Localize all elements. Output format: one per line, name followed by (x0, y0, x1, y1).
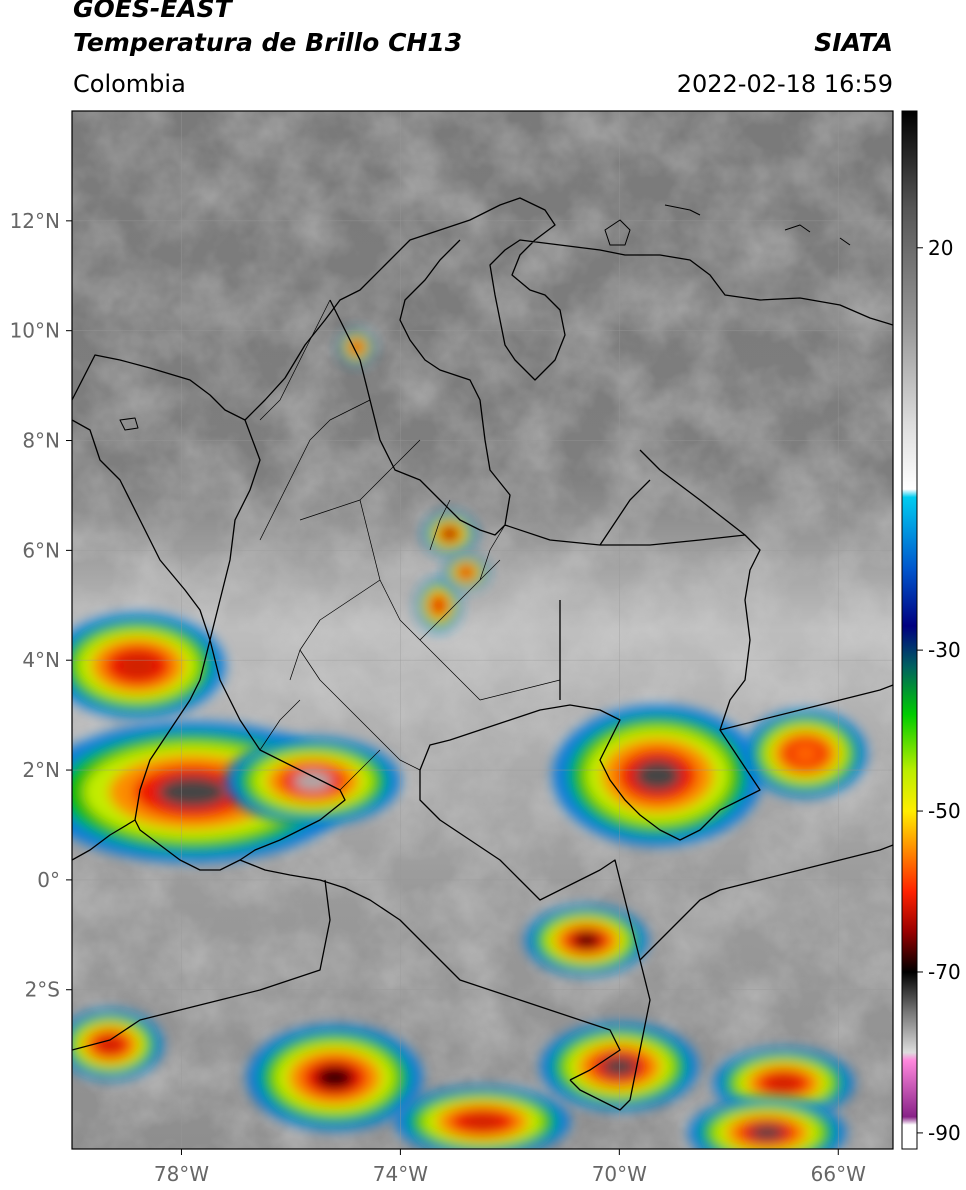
colorbar-bar (901, 110, 918, 1150)
lon-tick-label: 70°W (592, 1162, 647, 1186)
storm-core (792, 743, 819, 764)
colorbar-tick-label: -50 (928, 799, 961, 823)
lat-tick-label: 2°N (22, 758, 60, 782)
gridlines (72, 111, 893, 1149)
lon-tick-label: 66°W (811, 1162, 866, 1186)
storm-cell (423, 511, 476, 556)
storm-cell (72, 612, 226, 719)
storm-cell (525, 905, 648, 976)
storm-cell (247, 1024, 423, 1131)
coastlines-and-borders (72, 197, 893, 1111)
storm-core (461, 568, 471, 577)
storm-core (118, 654, 157, 678)
storm-cell (744, 709, 867, 798)
colorbar-tick-label: -70 (928, 960, 961, 984)
storm-cell (394, 1086, 571, 1149)
storm-cell (688, 1097, 846, 1149)
latitude-ticks: 12°N 10°N 8°N 6°N 4°N 2°N 0° 2°S (10, 209, 72, 1002)
colombia-border (134, 239, 761, 1111)
product-title: Temperatura de Brillo CH13 (73, 28, 463, 57)
lat-tick-label: 6°N (22, 538, 60, 562)
cloud-texture (72, 111, 893, 1149)
storm-core (315, 1066, 354, 1090)
map-area (72, 111, 893, 1149)
storm-core (433, 599, 444, 612)
storm-core (443, 529, 456, 539)
agency-label: SIATA (814, 28, 893, 57)
storm-cell (72, 721, 350, 863)
region-label: Colombia (73, 70, 186, 98)
storm-cell (552, 705, 763, 846)
storm-core (157, 776, 227, 808)
colorbar-tick-label: -90 (928, 1121, 961, 1145)
longitude-ticks: 78°W 74°W 70°W 66°W (154, 1149, 866, 1186)
colorbar-tick-label: 20 (928, 236, 953, 260)
peru-brazil-border (72, 844, 893, 1051)
lon-tick-label: 74°W (373, 1162, 428, 1186)
convective-storms (72, 329, 867, 1149)
satellite-name: GOES-EAST (73, 0, 232, 23)
storm-cell (225, 737, 401, 825)
storm-core (634, 760, 681, 791)
lat-tick-label: 10°N (10, 319, 60, 343)
storm-cell (339, 329, 375, 365)
venezuela-internal-borders (559, 449, 893, 731)
storm-cell (72, 1009, 163, 1080)
storm-cell (444, 554, 488, 590)
storm-core (463, 1113, 502, 1130)
ecuador-peru-border (239, 859, 621, 1081)
lat-tick-label: 8°N (22, 429, 60, 453)
lat-tick-label: 0° (37, 868, 60, 892)
lat-tick-label: 2°S (25, 978, 60, 1002)
lon-tick-label: 78°W (154, 1162, 209, 1186)
islands (119, 204, 851, 431)
map-frame (71, 110, 894, 1150)
storm-core (573, 932, 600, 948)
colorbar-tick-label: -30 (928, 638, 961, 662)
colorbar-ticks: 20 -30 -50 -70 -90 (917, 236, 961, 1145)
colombia-departments (259, 299, 561, 791)
caribbean-coastline (72, 197, 893, 421)
storm-core (293, 771, 332, 791)
colorbar: 20 -30 -50 -70 -90 (901, 110, 961, 1150)
datetime-label: 2022-02-18 16:59 (676, 70, 893, 98)
storm-core (749, 1124, 785, 1141)
storm-cell (416, 578, 461, 632)
pacific-coastline (72, 419, 211, 861)
storm-core (768, 1075, 799, 1091)
lat-tick-label: 4°N (22, 648, 60, 672)
lat-tick-label: 12°N (10, 209, 60, 233)
